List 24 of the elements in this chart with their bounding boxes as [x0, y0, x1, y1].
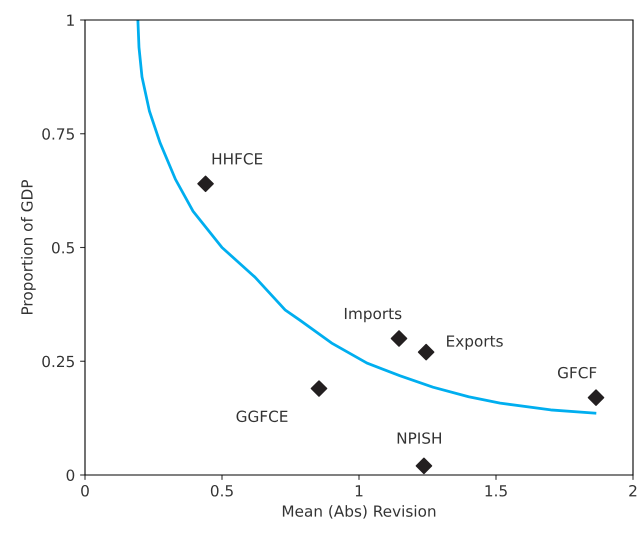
point	[390, 330, 408, 347]
y-tick-label: 0.5	[52, 242, 74, 254]
point	[588, 389, 604, 406]
point	[416, 458, 432, 474]
x-tick-label: 1.5	[486, 485, 507, 497]
annotation: HHFCE	[212, 153, 262, 165]
y-tick-label: 1	[67, 14, 74, 26]
x-tick-label: 1	[356, 485, 362, 496]
x-axis-title: Mean (Abs) Revision	[282, 505, 436, 519]
point	[197, 176, 214, 192]
y-tick-label: 0	[66, 469, 74, 482]
y-tick-label: 0.25	[42, 356, 74, 368]
annotation: NPISH	[398, 432, 441, 444]
annotation: GGFCE	[236, 410, 288, 422]
y-axis-title: Proportion of GDP	[20, 180, 36, 314]
x-tick-label: 0	[81, 484, 89, 497]
point	[310, 380, 328, 397]
y-tick-label: 0.75	[42, 128, 74, 140]
annotation: Exports	[447, 335, 503, 350]
annotation: Imports	[344, 308, 402, 322]
annotation: GFCF	[558, 366, 596, 378]
point	[418, 344, 434, 360]
x-tick-label: 0.5	[210, 484, 233, 497]
x-tick-label: 2	[629, 484, 636, 496]
